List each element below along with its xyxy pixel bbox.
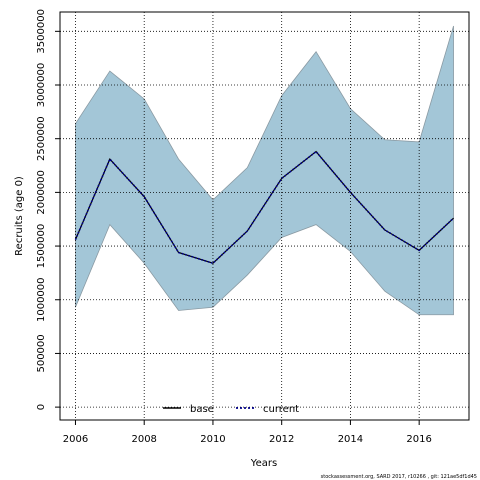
legend: base current	[163, 404, 299, 415]
confidence-band-layer	[75, 25, 454, 316]
x-tick-label: 2006	[63, 434, 88, 445]
confidence-band	[75, 25, 454, 316]
y-axis-title: Recruits (age 0)	[14, 176, 25, 256]
x-tick-label: 2008	[131, 434, 156, 445]
legend-label-base: base	[190, 404, 214, 415]
legend-label-current: current	[263, 404, 299, 415]
grid-layer	[60, 12, 469, 420]
x-axis-title: Years	[250, 458, 277, 469]
y-tick-label: 3500000	[36, 9, 47, 54]
source-caption: stockassessment.org, SARD 2017, r10266 ,…	[321, 474, 477, 480]
series-layer	[74, 150, 455, 265]
y-tick-label: 0	[36, 404, 47, 410]
x-tick-label: 2010	[200, 434, 225, 445]
x-axis: 2006 2008 2010 2012 2014 2016	[63, 420, 432, 445]
x-tick-label: 2012	[269, 434, 294, 445]
y-tick-label: 1500000	[36, 224, 47, 269]
plot-frame	[59, 11, 470, 421]
series-line-current	[74, 150, 455, 265]
x-tick-label: 2016	[406, 434, 431, 445]
x-tick-label: 2014	[338, 434, 363, 445]
y-tick-label: 2500000	[36, 116, 47, 161]
y-tick-label: 3000000	[36, 63, 47, 108]
y-tick-label: 500000	[36, 334, 47, 372]
y-tick-label: 2000000	[36, 170, 47, 215]
y-axis: 0 500000 1000000 1500000 2000000 2500000 30000…	[36, 9, 60, 410]
y-tick-label: 1000000	[36, 277, 47, 322]
